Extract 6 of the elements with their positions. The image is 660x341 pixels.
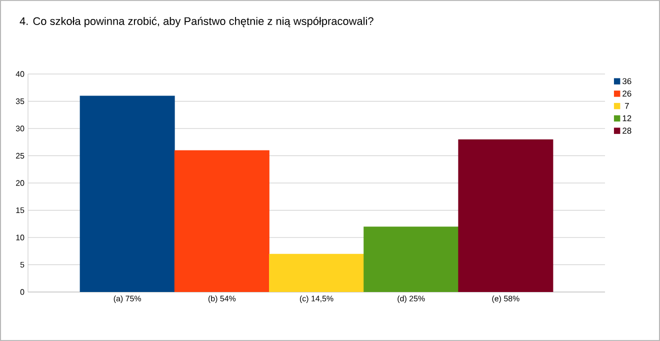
legend-label: 7 — [624, 102, 629, 109]
legend-label: 28 — [622, 128, 632, 134]
legend-label: 36 — [622, 78, 632, 84]
chart-title: 4. Co szkoła powinna zrobić, aby Państwo chętnie z nią współpracowali? — [20, 16, 374, 28]
legend-label: 12 — [622, 115, 632, 122]
legend-label: 26 — [622, 90, 632, 97]
